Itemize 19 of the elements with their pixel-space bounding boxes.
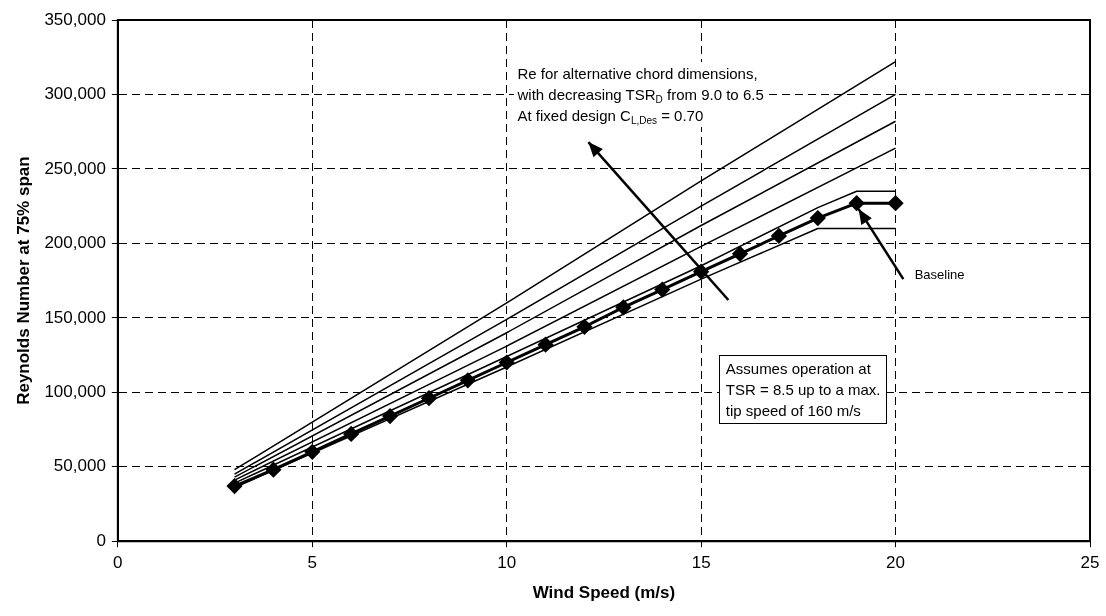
y-tick-label: 50,000 [53, 456, 106, 476]
y-tick-label: 350,000 [44, 9, 106, 29]
annotation: Baseline [911, 263, 968, 287]
text: Re for alternative chord dimensions, with decreasing TSR$_{D}$ from 9.0 to 6.5 At fixed design C$_{L,Des}$ = 0.70 [517, 64, 764, 126]
x-tick-label: 5 [307, 553, 318, 573]
x-tick-label: 10 [497, 553, 517, 573]
x-tick-label: 25 [1080, 553, 1100, 573]
y-tick-label: 250,000 [44, 158, 106, 178]
y-tick-label: 0 [96, 530, 106, 550]
y-tick-label: 300,000 [44, 84, 106, 104]
annotation: Assumes operation at TSR = 8.5 up to a max. tip speed of 160 m/s [718, 355, 888, 425]
x-tick-label: 0 [113, 553, 123, 573]
x-axis-title: Wind Speed (m/s) [532, 583, 676, 603]
x-tick-label: 20 [886, 553, 906, 573]
y-axis-title: Reynolds Number at 75% span [13, 156, 33, 405]
y-tick-label: 150,000 [44, 307, 106, 327]
y-tick-label: 100,000 [44, 381, 106, 401]
y-tick-label: 200,000 [44, 233, 106, 253]
x-tick-label: 15 [691, 553, 711, 573]
